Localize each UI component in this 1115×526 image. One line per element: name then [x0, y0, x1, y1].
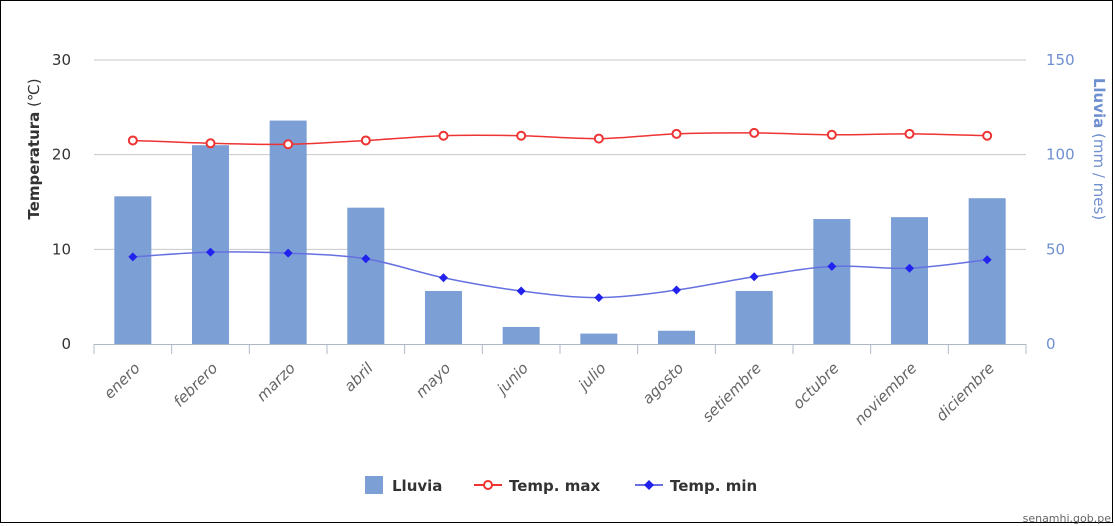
point-temp-min-noviembre — [905, 263, 914, 273]
point-temp-max-octubre — [826, 129, 837, 140]
point-temp-max-abril — [360, 135, 371, 146]
y-axis-right: 0 50 100 150 — [1046, 51, 1075, 353]
x-axis: enero febrero marzo abril mayo junio julio agos… — [93, 344, 1027, 429]
point-temp-max-setiembre — [749, 127, 760, 138]
x-tick-label: febrero — [170, 359, 221, 410]
legend-temp-max-label: Temp. max — [509, 477, 600, 495]
point-temp-min-setiembre — [749, 272, 759, 282]
y-right-tick-label: 0 — [1046, 335, 1056, 353]
bar-lluvia-octubre — [813, 219, 851, 344]
legend-lluvia-swatch — [365, 476, 383, 494]
y-axis-left: 0 10 20 30 — [52, 51, 71, 353]
credit-text[interactable]: senamhi.gob.pe — [1023, 512, 1112, 525]
y-right-tick-label: 50 — [1046, 240, 1065, 258]
point-temp-max-julio — [593, 133, 604, 144]
point-temp-min-diciembre — [982, 255, 992, 265]
bar-lluvia-noviembre — [891, 217, 928, 344]
x-tick-label: octubre — [789, 359, 843, 413]
x-tick-label: mayo — [412, 359, 454, 401]
point-temp-max-mayo — [438, 130, 449, 141]
point-temp-min-octubre — [827, 261, 837, 271]
point-temp-max-junio — [516, 130, 527, 141]
point-temp-max-diciembre — [982, 130, 993, 141]
point-temp-min-julio — [594, 293, 604, 303]
gridlines — [94, 59, 1026, 250]
point-temp-max-enero — [127, 135, 138, 146]
x-tick-label: enero — [100, 359, 143, 402]
bar-lluvia-mayo — [425, 290, 462, 344]
point-temp-min-junio — [516, 286, 526, 296]
bar-lluvia-agosto — [658, 330, 695, 344]
x-tick-label: junio — [492, 359, 532, 399]
x-tick-label: abril — [340, 359, 377, 396]
bar-lluvia-febrero — [192, 145, 229, 344]
y-axis-right-title: Lluvia (mm / mes) — [1090, 78, 1108, 220]
legend-temp-min-marker — [644, 480, 654, 490]
y-left-tick-label: 30 — [52, 51, 71, 69]
y-axis-left-title: Temperatura (℃) — [25, 78, 43, 219]
y-left-tick-label: 20 — [52, 146, 71, 164]
legend-lluvia-label: Lluvia — [392, 477, 442, 495]
bar-lluvia-diciembre — [968, 198, 1006, 344]
x-tick-label: marzo — [253, 359, 299, 405]
bar-lluvia-marzo — [269, 120, 307, 344]
bar-lluvia-abril — [347, 207, 385, 344]
point-temp-max-febrero — [205, 138, 216, 149]
point-temp-min-marzo — [283, 248, 293, 258]
bar-lluvia-enero — [114, 196, 152, 344]
point-temp-max-marzo — [283, 139, 294, 150]
x-tick-label: noviembre — [851, 359, 921, 429]
x-tick-label: setiembre — [699, 359, 765, 425]
point-temp-min-agosto — [672, 285, 681, 295]
rain-bars — [114, 120, 1006, 344]
point-temp-max-agosto — [671, 128, 682, 139]
line-temp-max — [132, 132, 988, 146]
bar-lluvia-setiembre — [735, 290, 773, 344]
legend: Lluvia Temp. max Temp. min — [365, 476, 757, 495]
y-right-tick-label: 150 — [1046, 51, 1075, 69]
y-right-tick-label: 100 — [1046, 146, 1075, 164]
x-tick-label: agosto — [639, 359, 688, 408]
line-temp-min — [132, 251, 988, 299]
legend-temp-min-label: Temp. min — [670, 477, 757, 495]
y-left-tick-label: 10 — [52, 240, 71, 258]
y-left-tick-label: 0 — [61, 335, 71, 353]
point-temp-min-febrero — [206, 247, 215, 257]
point-temp-max-noviembre — [904, 128, 915, 139]
legend-temp-max-marker — [483, 480, 493, 490]
x-tick-label: diciembre — [932, 359, 998, 425]
point-temp-min-mayo — [439, 273, 448, 283]
x-tick-label: julio — [573, 359, 609, 395]
bar-lluvia-junio — [502, 326, 540, 344]
point-temp-min-enero — [128, 252, 138, 262]
bar-lluvia-julio — [580, 333, 618, 344]
